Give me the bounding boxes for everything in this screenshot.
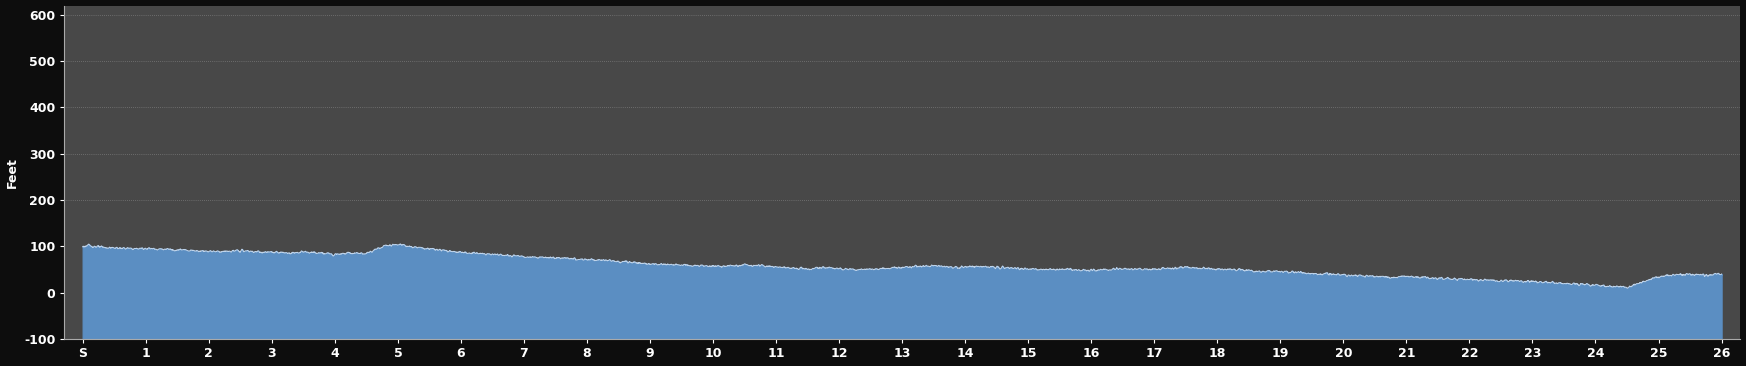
Y-axis label: Feet: Feet — [5, 157, 19, 188]
